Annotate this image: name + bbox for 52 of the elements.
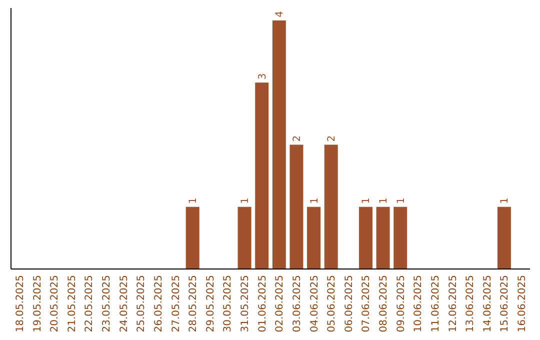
bar: [272, 20, 286, 269]
x-tick-label: 18.05.2025: [14, 275, 26, 332]
x-tick-label: 19.05.2025: [32, 275, 44, 332]
x-tick-label: 27.05.2025: [170, 275, 182, 332]
data-label: 2: [326, 135, 338, 142]
data-label: 1: [378, 197, 390, 204]
data-label: 3: [257, 73, 268, 80]
x-tick-label: 04.06.2025: [309, 275, 320, 332]
x-tick-label: 22.05.2025: [84, 275, 96, 332]
x-tick-label: 08.06.2025: [378, 275, 390, 332]
bar: [394, 206, 408, 269]
x-tick-label: 14.06.2025: [482, 275, 494, 332]
x-tick-label: 06.06.2025: [344, 275, 355, 332]
x-tick-label: 24.05.2025: [118, 275, 130, 332]
bar: [358, 206, 372, 269]
x-tick-label: 26.05.2025: [153, 275, 164, 332]
bar: [376, 206, 390, 269]
data-label: 4: [274, 11, 286, 18]
x-tick-label: 02.06.2025: [274, 275, 286, 332]
data-label: 1: [396, 197, 407, 204]
x-tick-label: 01.06.2025: [257, 275, 268, 332]
bar: [324, 144, 338, 269]
x-tick-label: 11.06.2025: [430, 275, 442, 332]
bar: [497, 206, 511, 269]
x-tick-label: 31.05.2025: [240, 275, 252, 332]
bar: [307, 206, 321, 269]
x-tick-label: 29.05.2025: [205, 275, 216, 332]
bar: [255, 82, 269, 269]
x-tick-label: 16.06.2025: [517, 275, 528, 332]
x-tick-label: 28.05.2025: [188, 275, 200, 332]
x-tick-label: 05.06.2025: [326, 275, 338, 332]
data-label: 1: [309, 197, 320, 204]
x-tick-label: 03.06.2025: [292, 275, 303, 332]
x-tick-label: 30.05.2025: [222, 275, 234, 332]
x-tick-label: 07.06.2025: [361, 275, 372, 332]
data-label: 1: [240, 197, 252, 204]
x-tick-label: 25.05.2025: [136, 275, 148, 332]
data-label: 2: [292, 135, 303, 142]
data-label: 1: [500, 197, 511, 204]
x-tick-label: 23.05.2025: [102, 275, 113, 332]
data-label: 1: [361, 197, 372, 204]
x-tick-label: 13.06.2025: [465, 275, 476, 332]
x-tick-label: 20.05.2025: [50, 275, 61, 332]
x-tick-label: 09.06.2025: [396, 275, 407, 332]
x-tick-label: 15.06.2025: [500, 275, 511, 332]
bar: [238, 206, 252, 269]
x-tick-label: 10.06.2025: [413, 275, 424, 332]
bar: [290, 144, 304, 269]
bar: [186, 206, 200, 269]
data-label: 1: [188, 197, 200, 204]
x-tick-label: 21.05.2025: [66, 275, 78, 332]
x-tick-label: 12.06.2025: [448, 275, 459, 332]
